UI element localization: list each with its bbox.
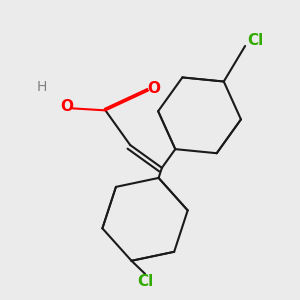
Text: H: H bbox=[37, 80, 47, 94]
Text: Cl: Cl bbox=[247, 32, 263, 47]
Text: O: O bbox=[148, 81, 160, 96]
Text: Cl: Cl bbox=[137, 274, 153, 289]
Text: O: O bbox=[60, 99, 73, 114]
